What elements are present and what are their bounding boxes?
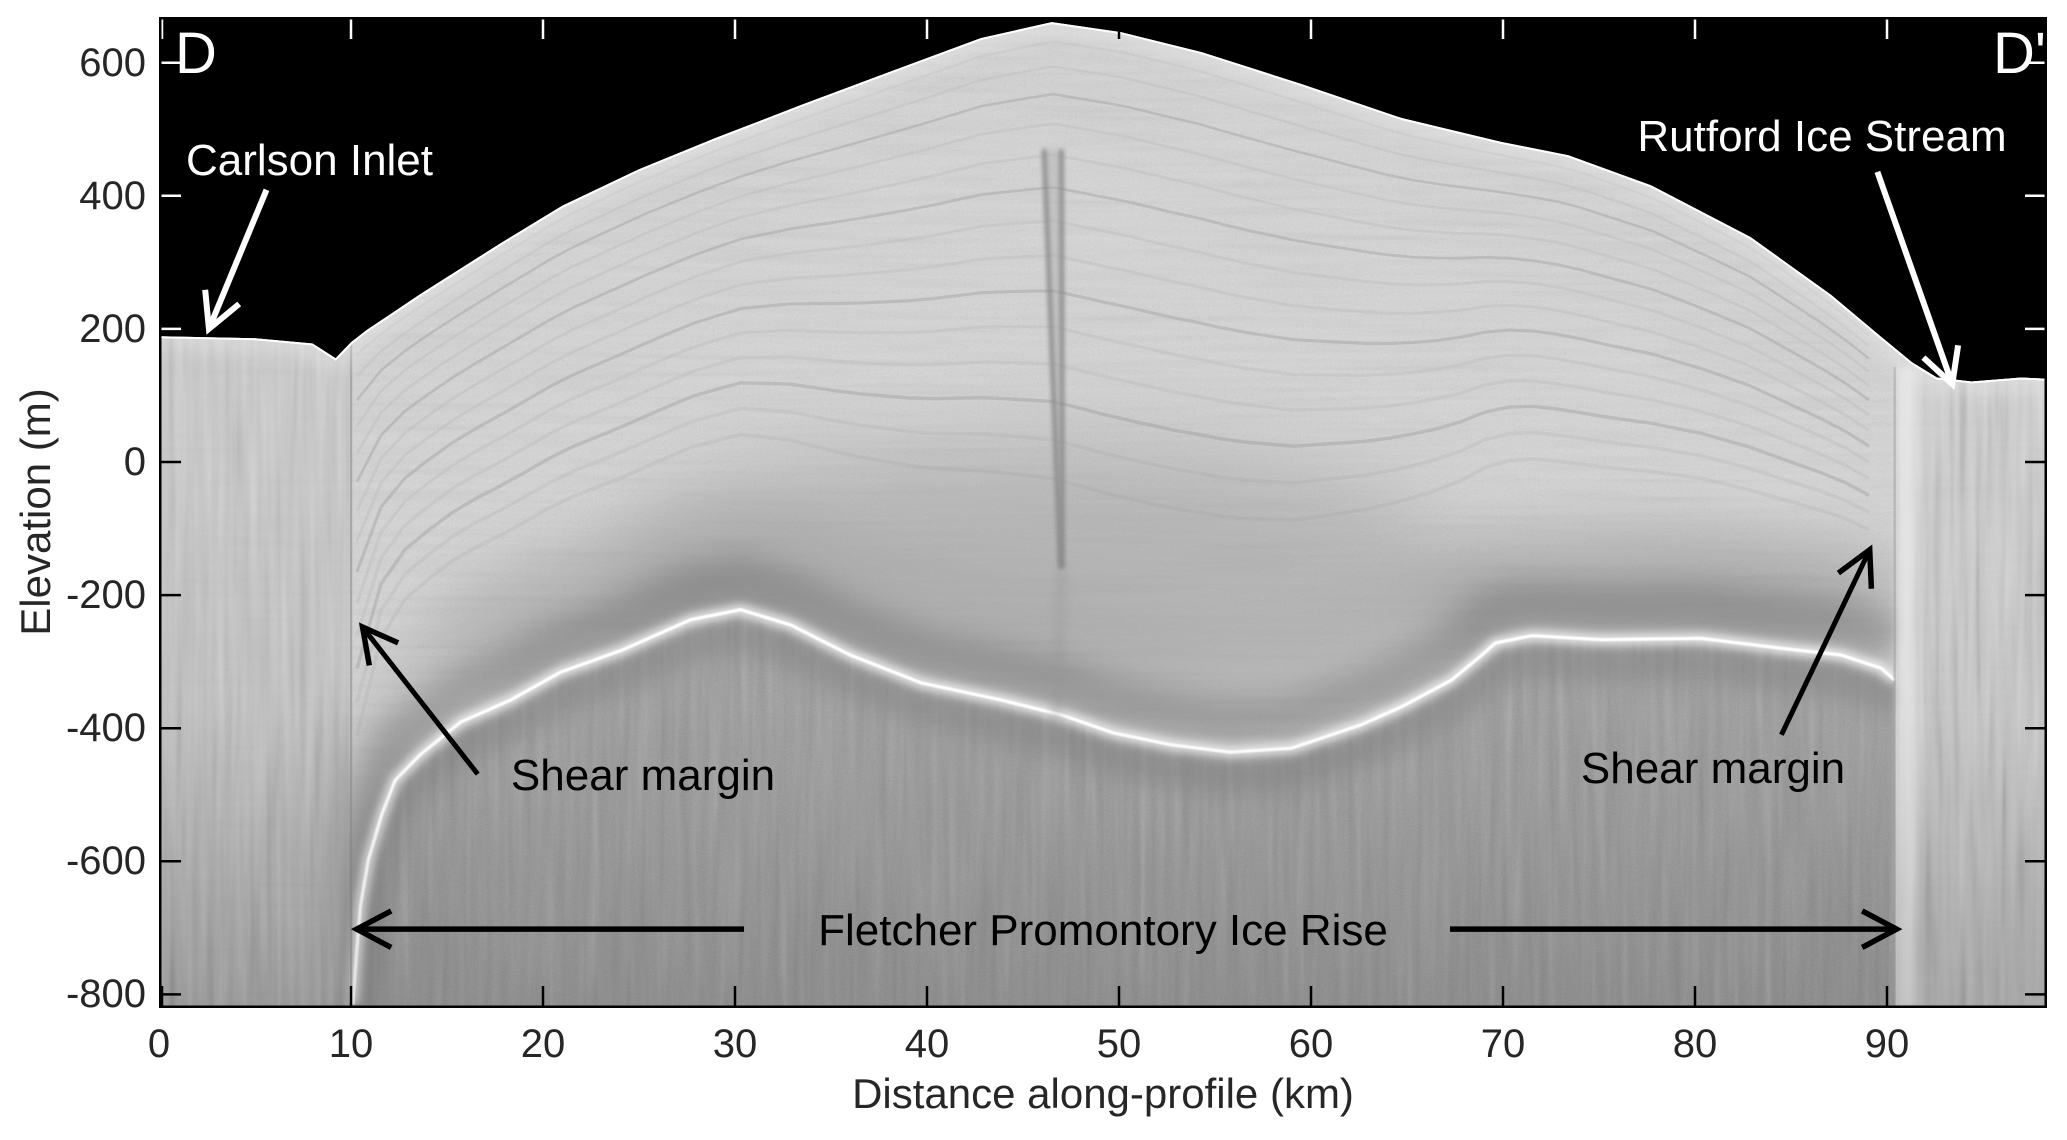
y-tick-label: 0 [123, 440, 146, 484]
y-axis-title: Elevation (m) [12, 388, 59, 636]
x-tick-label: 60 [1288, 1022, 1334, 1066]
x-tick-label: 10 [328, 1022, 374, 1066]
annotation-rutford-ice-stream: Rutford Ice Stream [1637, 112, 2007, 161]
x-axis-title: Distance along-profile (km) [852, 1070, 1354, 1117]
y-tick-label: -200 [65, 573, 146, 618]
annotation-carlson-inlet: Carlson Inlet [186, 136, 434, 185]
internal-ice-layers [355, 40, 1870, 737]
x-tick-label: 20 [520, 1022, 566, 1066]
x-tick-label: 40 [904, 1022, 950, 1066]
plot-area [159, 17, 2047, 1008]
annotation-arrows [202, 170, 1962, 950]
x-tick-label: 90 [1864, 1022, 1910, 1066]
x-tick-label: 50 [1096, 1022, 1142, 1066]
radargram-image [159, 17, 2047, 1008]
plot-border [159, 17, 2047, 1008]
axis-tick-marks [159, 17, 2047, 1008]
y-tick-label: -400 [65, 706, 146, 751]
y-tick-label: -600 [65, 839, 146, 884]
x-tick-label: 0 [147, 1022, 171, 1066]
panel-label-d: D [175, 21, 217, 86]
annotation-shear-margin-left: Shear margin [510, 751, 776, 800]
annotation-fletcher-promontory: Fletcher Promontory Ice Rise [818, 906, 1388, 955]
y-tick-label: -800 [65, 972, 146, 1017]
y-tick-label: 600 [79, 40, 146, 85]
x-tick-label: 70 [1480, 1022, 1526, 1066]
x-tick-label: 30 [712, 1022, 758, 1066]
y-tick-label: 400 [79, 173, 146, 218]
englacial-spike [1041, 149, 1065, 719]
panel-label-d-prime: D' [1993, 21, 2046, 86]
annotation-shear-margin-right: Shear margin [1580, 744, 1846, 793]
x-tick-label: 80 [1672, 1022, 1718, 1066]
y-tick-label: 200 [79, 306, 146, 351]
